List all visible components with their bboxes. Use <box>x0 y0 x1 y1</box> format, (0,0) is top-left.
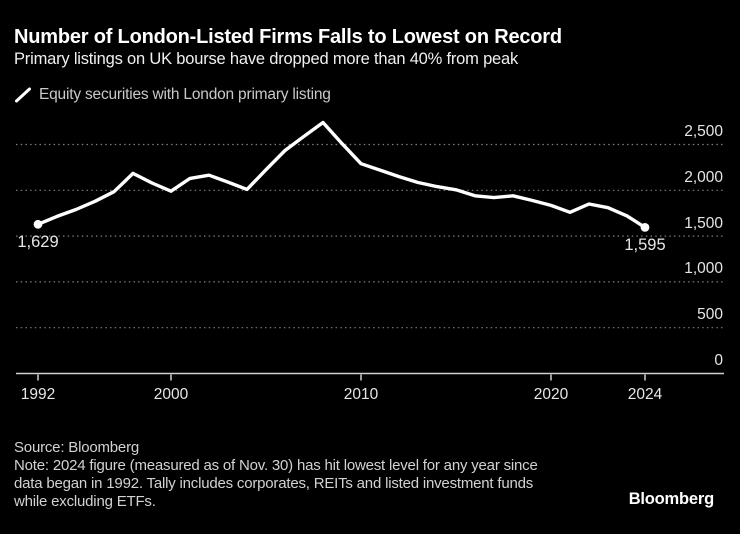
legend: Equity securities with London primary li… <box>14 86 331 104</box>
note-text: Note: 2024 figure (measured as of Nov. 3… <box>14 457 538 510</box>
series-line <box>36 120 647 230</box>
footer: Source: Bloomberg Note: 2024 figure (mea… <box>14 439 562 511</box>
page-subtitle: Primary listings on UK bourse have dropp… <box>14 50 519 68</box>
legend-label: Equity securities with London primary li… <box>39 86 331 103</box>
source-text: Source: Bloomberg <box>14 439 140 456</box>
end-point-dot <box>640 223 650 232</box>
line-series-icon <box>15 87 31 103</box>
start-point-dot <box>33 219 43 229</box>
bloomberg-logo: Bloomberg <box>628 490 714 508</box>
page-title: Number of London-Listed Firms Falls to L… <box>14 26 562 48</box>
